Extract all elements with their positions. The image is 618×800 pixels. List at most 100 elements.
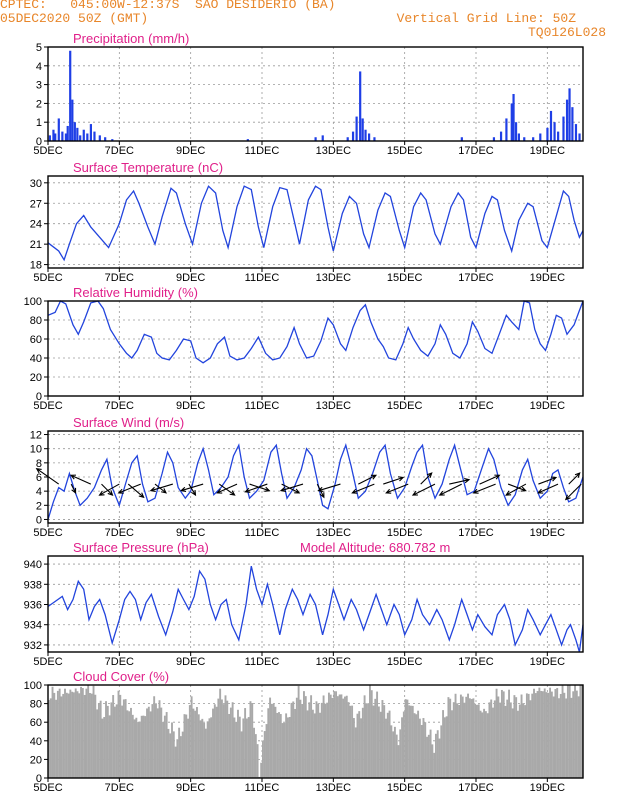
precip-bar <box>361 118 364 141</box>
cloud-bar <box>459 694 462 778</box>
cloud-bar <box>433 752 436 778</box>
precip-bar <box>492 137 496 141</box>
rh-frame <box>47 300 584 397</box>
cloud-bar <box>408 705 411 778</box>
wind-vector-arrow <box>127 483 145 499</box>
precip-bar <box>578 133 581 141</box>
temp-xtick-label: 11DEC <box>245 272 280 284</box>
cloud-ytick-label: 60 <box>30 717 42 729</box>
precip-bar <box>346 137 349 141</box>
cloud-bar <box>90 693 93 778</box>
cloud-bar <box>194 710 197 778</box>
cloud-bar <box>197 714 200 778</box>
precip-bar <box>64 133 68 141</box>
cloud-bar <box>561 685 564 778</box>
cloud-bar <box>527 693 530 778</box>
wind-vector-arrow <box>564 483 582 501</box>
precip-bar <box>568 88 571 141</box>
cloud-bar <box>461 696 464 778</box>
precip-bar <box>565 99 569 141</box>
cloud-bar <box>566 685 569 778</box>
cloud-bar <box>72 692 75 778</box>
cloud-bar <box>48 700 50 778</box>
cloud-bar <box>518 704 521 778</box>
cloud-bar <box>413 713 416 778</box>
cloud-bar <box>106 705 109 778</box>
cloud-bar <box>520 694 523 778</box>
cloud-bar <box>247 717 250 778</box>
cloud-bar <box>434 733 437 778</box>
wind-xtick-label: 11DEC <box>245 527 280 539</box>
precip-bar <box>351 131 355 141</box>
precip-xtick-label: 11DEC <box>245 145 280 157</box>
precip-xtick-label: 9DEC <box>176 145 205 157</box>
wind-vector-arrow <box>449 477 471 485</box>
cloud-bar <box>429 729 432 778</box>
wind-vector-arrow <box>383 476 405 485</box>
precip-bar <box>321 135 324 141</box>
rh-series-line <box>47 300 584 364</box>
cloud-bar <box>545 692 548 778</box>
wind-vector-arrow <box>505 483 527 496</box>
wind-vector-arrow <box>507 483 527 492</box>
cloud-bar <box>85 688 88 778</box>
precip-bar <box>505 118 508 141</box>
header-grid-note: Vertical Grid Line: 50Z <box>396 11 576 26</box>
precip-bar <box>549 110 553 141</box>
precip-bar <box>546 127 549 141</box>
cloud-bar <box>361 707 364 778</box>
cloud-bar <box>556 687 559 778</box>
cloud-bar <box>490 699 493 778</box>
cloud-bar <box>137 722 140 778</box>
cloud-bar <box>379 711 382 778</box>
wind-xtick-label: 5DEC <box>33 527 62 539</box>
cloud-bar <box>231 702 234 778</box>
cloud-bar <box>404 699 407 778</box>
cloud-bar <box>388 710 391 778</box>
precip-bar <box>57 118 60 141</box>
precip-xtick-label: 19DEC <box>530 145 566 157</box>
wind-vector-arrow <box>101 483 114 496</box>
pres-xtick-label: 17DEC <box>458 656 494 668</box>
cloud-bar <box>335 691 338 778</box>
cloud-bar <box>326 702 329 778</box>
cloud-bar <box>254 734 257 778</box>
cloud-bar <box>299 699 302 778</box>
cloud-bar <box>160 707 163 778</box>
precip-bar <box>368 133 371 141</box>
wind-vector-arrow <box>149 483 173 493</box>
cloud-bar <box>463 702 466 778</box>
cloud-bar <box>58 688 61 778</box>
precip-bar <box>532 137 535 141</box>
pres-xtick-label: 15DEC <box>387 656 423 668</box>
pres-ytick-label: 940 <box>24 559 42 571</box>
wind-vector-arrow <box>351 483 375 494</box>
cloud-bar <box>499 702 502 778</box>
cloud-bar <box>174 746 177 778</box>
cloud-bar <box>374 698 377 778</box>
cloud-bar <box>481 712 484 778</box>
cloud-bar <box>188 705 191 778</box>
cloud-bar <box>80 686 82 778</box>
cloud-bar <box>222 704 225 778</box>
temp-xtick-label: 5DEC <box>33 272 62 284</box>
cloud-bar <box>94 694 97 778</box>
cloud-bar <box>213 704 216 778</box>
cloud-bar <box>62 693 65 778</box>
cloud-bar <box>488 702 491 778</box>
cloud-bar <box>477 704 480 778</box>
wind-ytick-label: 6 <box>36 472 42 484</box>
cloud-bar <box>190 696 193 778</box>
rh-xtick-label: 13DEC <box>316 400 352 412</box>
cloud-bar <box>393 726 396 778</box>
temp-xtick-label: 17DEC <box>458 272 494 284</box>
precip-bar <box>355 116 358 141</box>
temp-xtick-label: 9DEC <box>176 272 205 284</box>
cloud-bar <box>167 728 170 778</box>
cloud-bar <box>313 713 316 778</box>
precip-bar <box>71 99 74 141</box>
wind-ytick-label: 2 <box>36 500 42 512</box>
cloud-bar <box>53 692 56 778</box>
cloud-bar <box>436 730 439 778</box>
cloud-bar <box>577 696 580 778</box>
